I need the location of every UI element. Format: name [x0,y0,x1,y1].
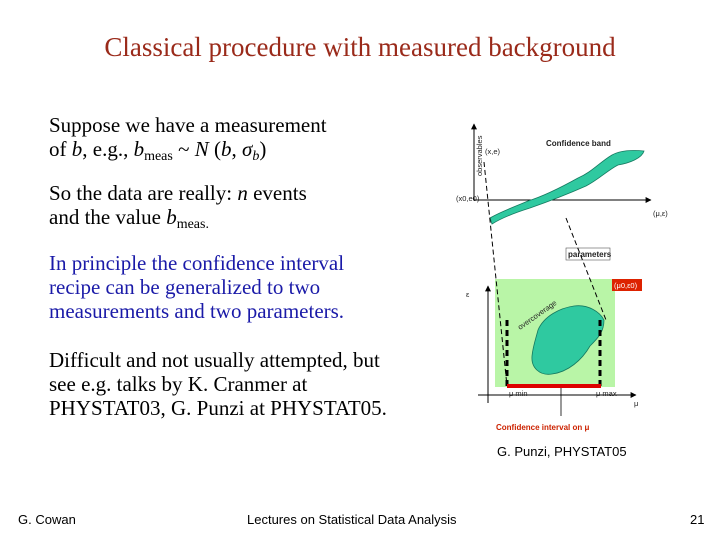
footer-page-number: 21 [690,512,705,527]
footer-author: G. Cowan [18,512,76,527]
x0-e0-label: (x0,e0) [456,194,480,203]
mu-eps-upper-label: (μ,ε) [653,209,668,218]
text-value: and the value [49,205,167,229]
symbol-b-value: b [166,205,177,229]
subscript-b: b [252,149,260,164]
mu0-eps0-label: (μ0,ε0) [614,281,638,290]
symbol-b: b [71,137,83,161]
text-of: of [49,137,72,161]
confidence-band-label: Confidence band [546,139,611,148]
paragraph-difficult: Difficult and not usually attempted, but… [49,348,387,420]
principle-line-1: In principle the confidence interval [49,251,345,275]
paragraph-principle: In principle the confidence interval rec… [49,251,344,323]
slide-title: Classical procedure with measured backgr… [104,32,616,62]
text-events: events [247,181,307,205]
principle-line-3: measurements and two parameters. [49,299,345,323]
text-open-paren: ( [208,137,221,161]
text-eg: , e.g., [82,137,134,161]
projection-left [483,161,508,387]
mu-min-label: μ min [509,389,528,398]
mu0-eps0-box [612,279,642,291]
difficult-line-1: Difficult and not usually attempted, but [49,348,380,372]
confidence-band [489,150,645,225]
symbol-sigma: σ [241,137,253,161]
text-tilde: ~ [172,137,195,161]
difficult-line-3: PHYSTAT03, G. Punzi at PHYSTAT05. [49,396,387,420]
footer-course: Lectures on Statistical Data Analysis [247,512,457,527]
parameters-box [565,247,611,261]
x-e-label: (x,e) [485,147,501,156]
paragraph-data-line-1: So the data are really: n events [49,181,307,205]
paragraph-data: So the data are really: n events and the… [49,181,307,237]
subscript-meas-value: meas. [176,217,209,232]
observables-label: observables [475,135,484,176]
image-credit: G. Punzi, PHYSTAT05 [497,444,627,459]
text-data-are: So the data are really: [49,181,238,205]
mu-label: μ [634,399,638,408]
confidence-interval-label: Confidence interval on μ [496,423,589,432]
paragraph-data-line-2: and the value bmeas. [49,205,307,237]
confidence-region [531,305,605,375]
paragraph-measurement: Suppose we have a measurement of b, e.g.… [49,113,327,169]
mu-max-label: μ max [596,389,617,398]
principle-line-2: recipe can be generalized to two [49,275,321,299]
projection-right [565,217,607,321]
paragraph-measurement-line-1: Suppose we have a measurement [49,113,327,137]
parameters-label: parameters [568,250,612,259]
subscript-meas: meas [144,149,173,164]
text-comma: , [231,137,242,161]
epsilon-label: ε [466,290,470,299]
text-close-paren: ) [259,137,267,161]
symbol-b-meas: b [133,137,145,161]
symbol-n: n [237,181,248,205]
symbol-normal: N [194,137,209,161]
symbol-b-mean: b [220,137,232,161]
paragraph-measurement-line-2: of b, e.g., bmeas ~ N (b, σb) [49,137,327,169]
difficult-line-2: see e.g. talks by K. Cranmer at [49,372,308,396]
